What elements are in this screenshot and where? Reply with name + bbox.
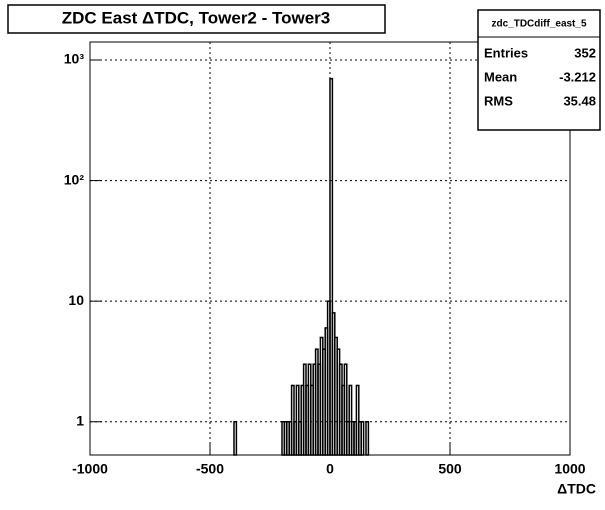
stats-value: 352 <box>574 45 596 60</box>
y-tick-label: 10 <box>68 292 84 308</box>
chart-title: ZDC East ΔTDC, Tower2 - Tower3 <box>62 8 331 27</box>
y-tick-label: 10³ <box>64 51 85 67</box>
stats-value: -3.212 <box>559 69 596 84</box>
stats-title: zdc_TDCdiff_east_5 <box>491 19 586 30</box>
x-tick-label: 1000 <box>554 461 585 477</box>
stats-label: Entries <box>484 45 528 60</box>
histogram-bar <box>355 384 360 456</box>
histogram-bar <box>365 421 370 456</box>
x-tick-label: 500 <box>438 461 462 477</box>
histogram-bar <box>233 421 238 456</box>
histogram-bar <box>329 77 334 456</box>
x-axis-title: ΔTDC <box>557 481 596 497</box>
histogram-bar <box>343 363 348 456</box>
stats-value: 35.48 <box>563 93 596 108</box>
stats-box <box>477 9 601 131</box>
title-box <box>7 4 386 34</box>
histogram-bar <box>295 384 300 456</box>
stats-label: Mean <box>484 69 517 84</box>
histogram-bar <box>348 384 353 456</box>
histogram-bar <box>360 421 365 456</box>
x-tick-label: -1000 <box>72 461 108 477</box>
y-tick-label: 1 <box>76 412 84 428</box>
y-tick-label: 10² <box>64 171 85 187</box>
histogram-bar <box>290 384 295 456</box>
stats-label: RMS <box>484 93 513 108</box>
x-tick-label: -500 <box>196 461 224 477</box>
x-tick-label: 0 <box>326 461 334 477</box>
